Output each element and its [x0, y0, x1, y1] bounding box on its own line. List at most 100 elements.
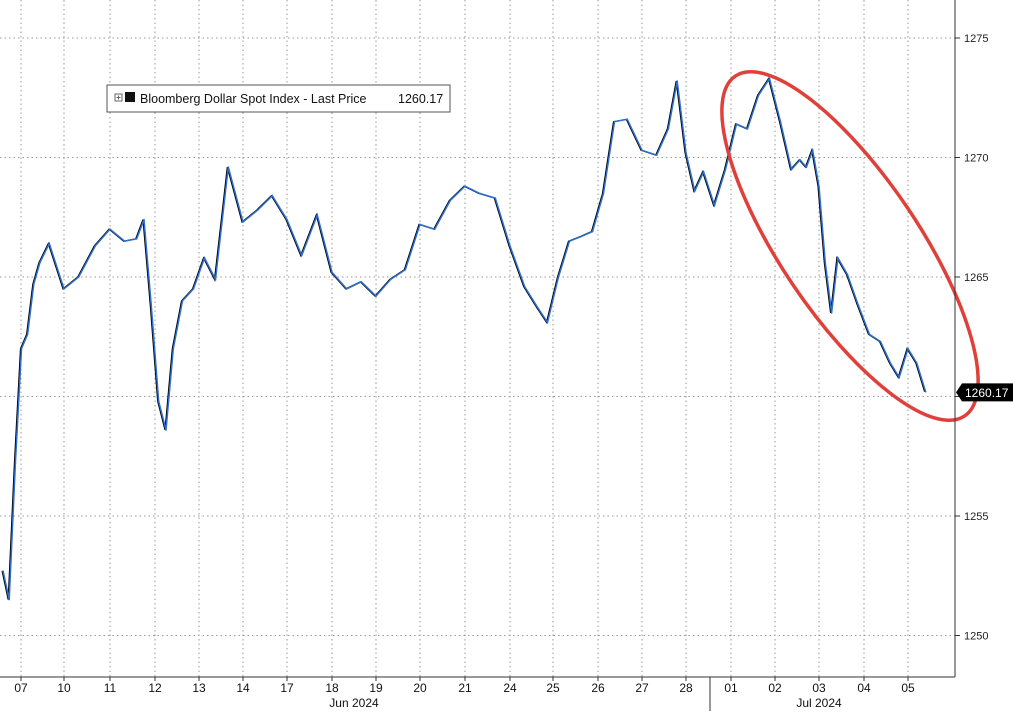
y-tick-label: 1270 — [964, 153, 988, 165]
data-point — [846, 273, 849, 276]
data-point — [271, 194, 274, 197]
data-point — [824, 261, 827, 264]
data-point — [724, 168, 727, 171]
data-point — [300, 254, 303, 257]
data-point — [818, 185, 820, 187]
data-point — [165, 429, 167, 431]
data-point — [768, 77, 771, 80]
x-tick-label: 24 — [503, 681, 517, 695]
data-point — [799, 159, 801, 161]
data-point — [449, 199, 452, 202]
data-point — [916, 362, 918, 364]
data-point — [811, 149, 814, 152]
data-point — [345, 288, 348, 290]
x-tick-label: 26 — [591, 681, 605, 695]
x-tick-label: 03 — [812, 681, 826, 695]
data-point — [746, 128, 749, 130]
data-point — [143, 218, 145, 221]
data-point — [509, 245, 511, 247]
data-point — [580, 235, 583, 238]
x-tick-label: 05 — [901, 681, 915, 695]
last-price-label: 1260.17 — [965, 386, 1009, 400]
data-point — [898, 376, 900, 379]
annotation-layer — [720, 69, 980, 423]
data-point — [779, 120, 782, 123]
x-month-label: Jun 2024 — [329, 696, 379, 710]
last-price-tag — [956, 383, 1013, 402]
data-point — [214, 278, 217, 281]
data-point — [20, 347, 23, 350]
data-point — [227, 166, 230, 168]
data-point — [602, 192, 605, 195]
data-point — [685, 151, 687, 154]
data-point — [713, 204, 716, 207]
data-point — [535, 304, 538, 307]
data-point — [655, 154, 658, 156]
data-point — [523, 285, 526, 288]
data-point — [464, 185, 466, 187]
data-point — [26, 333, 29, 336]
x-tick-label: 20 — [413, 681, 427, 695]
legend-label: Bloomberg Dollar Spot Index - Last Price — [140, 92, 367, 106]
x-tick-label: 12 — [148, 681, 162, 695]
x-tick-label: 02 — [768, 681, 782, 695]
x-tick-label: 28 — [679, 681, 693, 695]
legend-swatch — [125, 92, 135, 102]
data-point — [157, 400, 160, 403]
data-point — [389, 278, 392, 281]
data-point — [94, 245, 97, 247]
data-point — [591, 230, 594, 233]
data-point — [702, 171, 705, 173]
data-point — [641, 149, 643, 152]
data-point — [924, 390, 927, 393]
x-tick-label: 14 — [236, 681, 250, 695]
data-point — [478, 192, 481, 195]
y-tick-label: 1275 — [964, 33, 988, 45]
data-point — [63, 288, 65, 290]
series-line — [2, 76, 927, 600]
data-point — [286, 218, 288, 221]
data-point — [203, 257, 206, 259]
highlight-ellipse — [720, 69, 980, 423]
x-tick-label: 13 — [192, 681, 206, 695]
data-point — [331, 271, 333, 274]
x-tick-label: 25 — [546, 681, 560, 695]
x-tick-label: 27 — [635, 681, 649, 695]
data-point — [494, 197, 497, 199]
x-tick-label: 11 — [104, 681, 117, 695]
x-tick-label: 19 — [369, 681, 383, 695]
data-point — [667, 128, 670, 130]
data-point — [181, 300, 184, 302]
data-point — [626, 118, 629, 121]
x-tick-label: 07 — [14, 681, 28, 695]
data-point — [857, 304, 860, 307]
data-point — [557, 276, 560, 278]
data-point — [879, 340, 882, 343]
data-point — [790, 168, 793, 171]
y-tick-label: 1255 — [964, 511, 988, 523]
data-point — [135, 238, 138, 240]
gridlines — [0, 0, 955, 677]
data-point — [8, 598, 10, 601]
x-tick-label: 01 — [724, 681, 738, 695]
data-point — [433, 228, 436, 230]
series-line-shadow — [1, 77, 926, 600]
data-point — [360, 281, 363, 283]
data-point — [375, 295, 377, 297]
data-point — [150, 304, 153, 307]
legend: Bloomberg Dollar Spot Index - Last Price… — [106, 84, 451, 113]
data-point — [694, 190, 696, 192]
data-point — [830, 312, 833, 314]
x-tick-label: 10 — [57, 681, 71, 695]
data-point — [676, 80, 678, 82]
data-point — [805, 166, 808, 168]
x-tick-label: 17 — [280, 681, 294, 695]
data-point — [2, 570, 4, 572]
data-point — [242, 221, 244, 223]
data-point — [907, 347, 909, 350]
x-tick-label: 04 — [857, 681, 871, 695]
data-point — [757, 94, 760, 97]
data-point — [568, 240, 571, 242]
